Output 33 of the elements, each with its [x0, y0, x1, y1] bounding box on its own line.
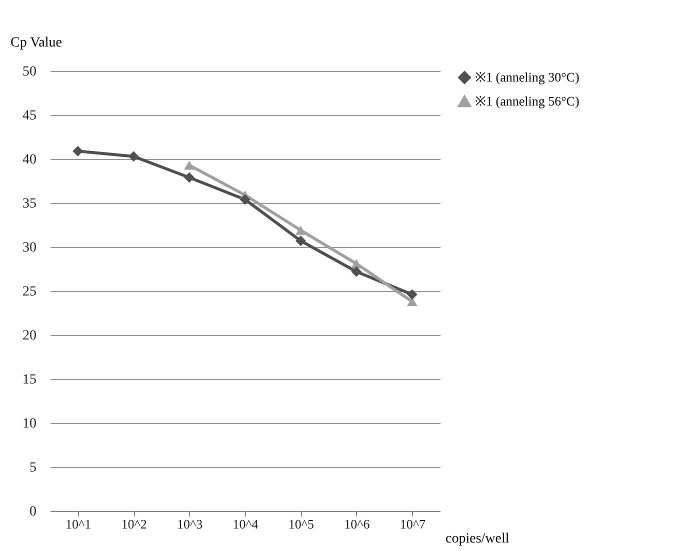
y-tick-label: 45 [22, 108, 36, 124]
y-tick-label: 10 [22, 416, 36, 432]
point [351, 259, 362, 268]
point [351, 266, 362, 277]
legend-label: ※1 (anneling 56°C) [475, 94, 580, 108]
x-axis-title: copies/well [446, 532, 510, 546]
y-tick-label: 30 [22, 240, 36, 256]
point [184, 172, 195, 183]
y-tick-label: 25 [22, 284, 36, 300]
y-tick-label: 20 [22, 328, 36, 344]
y-tick-label: 0 [30, 504, 36, 520]
point [240, 194, 250, 205]
point [128, 151, 139, 162]
point [72, 146, 84, 156]
x-tick-label: 10^3 [176, 516, 203, 532]
x-tick-label: 10^2 [121, 516, 147, 532]
x-tick-label: 10^6 [344, 516, 370, 532]
x-tick-label: 10^1 [66, 516, 92, 532]
point [406, 289, 418, 300]
point [295, 236, 306, 246]
y-tick-label: 15 [22, 372, 36, 388]
y-tick-label: 40 [22, 152, 36, 168]
y-axis-title: Cp Value [10, 36, 62, 50]
y-tick-label: 5 [30, 460, 36, 476]
point [295, 226, 306, 235]
legend-label: ※1 (anneling 30°C) [475, 70, 580, 84]
x-tick-label: 10^4 [232, 516, 259, 532]
point [184, 160, 195, 170]
y-tick-label: 35 [22, 196, 36, 212]
x-tick-label: 10^7 [400, 516, 426, 532]
x-tick-label: 10^5 [288, 516, 314, 532]
point [406, 297, 418, 306]
y-tick-label: 50 [22, 64, 36, 80]
